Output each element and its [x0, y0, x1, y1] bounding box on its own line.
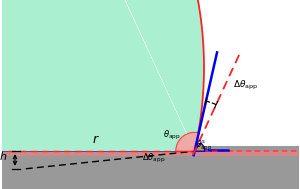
Wedge shape [176, 132, 199, 151]
Text: $\theta_{\rm app}$: $\theta_{\rm app}$ [163, 129, 181, 142]
Polygon shape [195, 144, 222, 151]
Polygon shape [2, 0, 204, 151]
Text: $r$: $r$ [92, 133, 100, 146]
Text: $h$: $h$ [0, 150, 7, 162]
Bar [2, 146, 298, 189]
Bar [2, 150, 298, 156]
Wedge shape [195, 143, 205, 151]
Text: $\Delta\theta_{\rm app}$: $\Delta\theta_{\rm app}$ [232, 79, 258, 92]
Text: $\theta^{\rm s}_{\rm app}$: $\theta^{\rm s}_{\rm app}$ [196, 139, 212, 153]
Text: $\Delta\theta_{\rm app}$: $\Delta\theta_{\rm app}$ [142, 152, 166, 165]
